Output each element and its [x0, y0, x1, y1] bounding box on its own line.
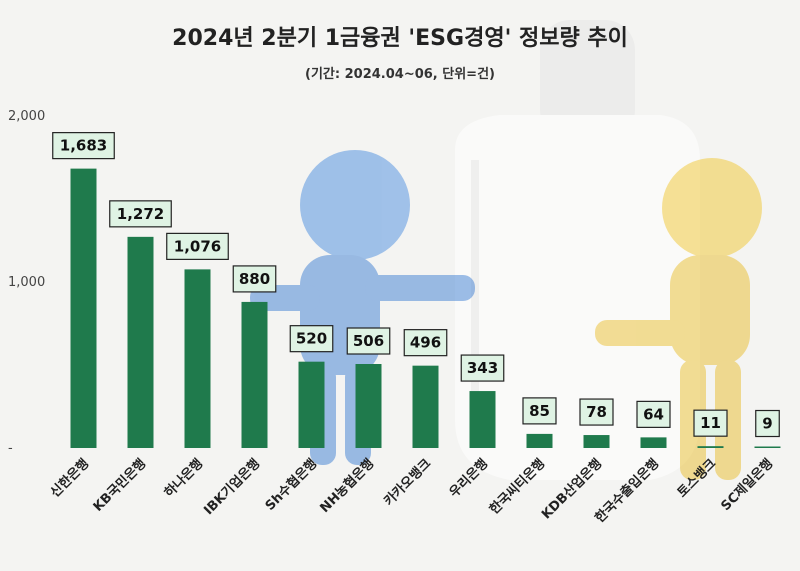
data-label: 1,272	[117, 205, 164, 223]
bar	[754, 446, 781, 448]
bar	[241, 301, 268, 448]
data-label: 9	[762, 415, 772, 433]
data-label: 520	[296, 330, 327, 348]
data-label-box	[755, 409, 780, 438]
category-label: 토스뱅크	[675, 456, 719, 500]
data-label: 496	[410, 334, 441, 352]
data-label-box	[289, 325, 334, 353]
data-label: 1,076	[174, 237, 221, 255]
category-label: 하나은행	[161, 456, 206, 501]
bar	[70, 168, 97, 448]
data-label-box	[693, 409, 728, 437]
category-label: 카카오뱅크	[381, 456, 434, 509]
data-label: 880	[239, 270, 270, 288]
bar	[298, 361, 325, 448]
bar	[583, 435, 610, 448]
data-label: 506	[353, 332, 384, 350]
data-label: 343	[467, 359, 498, 377]
chart-subtitle: (기간: 2024.04~06, 단위=건)	[305, 67, 495, 82]
bar	[469, 391, 496, 448]
data-label: 64	[643, 405, 664, 423]
data-label: 1,683	[60, 137, 107, 155]
y-tick-label: -	[8, 441, 13, 456]
bar	[640, 437, 667, 448]
data-label-box	[232, 265, 277, 293]
bar	[127, 236, 154, 448]
bar	[526, 433, 553, 448]
data-label-box	[346, 327, 391, 355]
chart-title: 2024년 2분기 1금융권 'ESG경영' 정보량 추이	[172, 26, 628, 51]
category-label: 우리은행	[446, 456, 491, 501]
category-label: 신한은행	[47, 456, 92, 501]
bar	[355, 364, 382, 448]
data-label-box	[460, 354, 505, 382]
data-label-box	[403, 329, 448, 357]
data-label-box	[109, 200, 172, 228]
data-label-box	[636, 400, 671, 428]
data-label-box	[522, 397, 557, 425]
data-label: 78	[586, 403, 607, 421]
category-label: IBK기업은행	[201, 456, 264, 519]
data-label: 85	[529, 402, 550, 420]
y-tick-label: 2,000	[8, 109, 45, 124]
category-label: 한국씨티은행	[486, 456, 548, 518]
category-label: Sh수협은행	[262, 456, 320, 514]
y-tick-label: 1,000	[8, 275, 45, 290]
data-label: 11	[700, 414, 721, 432]
data-label-box	[166, 232, 229, 260]
category-label: NH농협은행	[317, 456, 378, 517]
bar	[697, 446, 724, 448]
data-label-box	[52, 132, 115, 160]
bar	[412, 365, 439, 448]
category-label: SC제일은행	[718, 456, 777, 515]
bar	[184, 269, 211, 448]
data-label-box	[579, 398, 614, 426]
category-label: KB국민은행	[90, 456, 149, 515]
